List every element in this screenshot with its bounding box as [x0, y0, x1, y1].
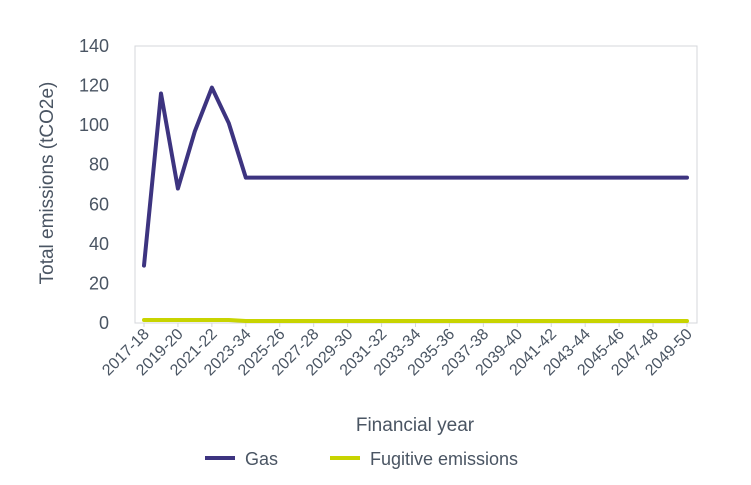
- y-tick-label: 40: [89, 234, 109, 254]
- y-tick-label: 60: [89, 194, 109, 214]
- series-lines: [142, 85, 689, 323]
- x-axis-label: Financial year: [356, 415, 475, 436]
- y-axis-ticks: 0 20 40 60 80 100 120 140: [79, 36, 109, 333]
- y-tick-label: 120: [79, 76, 109, 96]
- plot-area: [134, 45, 698, 324]
- legend-label: Gas: [245, 449, 278, 469]
- legend: Gas Fugitive emissions: [205, 449, 518, 469]
- y-tick-label: 100: [79, 115, 109, 135]
- y-tick-label: 20: [89, 273, 109, 293]
- y-axis-label: Total emissions (tCO2e): [37, 82, 58, 285]
- x-axis-ticks: 2017-182019-202021-222023-342025-262027-…: [99, 323, 696, 379]
- series-line-gas: [142, 85, 689, 268]
- legend-label: Fugitive emissions: [370, 449, 518, 469]
- y-tick-label: 140: [79, 36, 109, 56]
- y-tick-label: 80: [89, 155, 109, 175]
- y-tick-label: 0: [99, 313, 109, 333]
- series-line-fugitive-emissions: [142, 318, 689, 323]
- plot-border: [134, 45, 698, 324]
